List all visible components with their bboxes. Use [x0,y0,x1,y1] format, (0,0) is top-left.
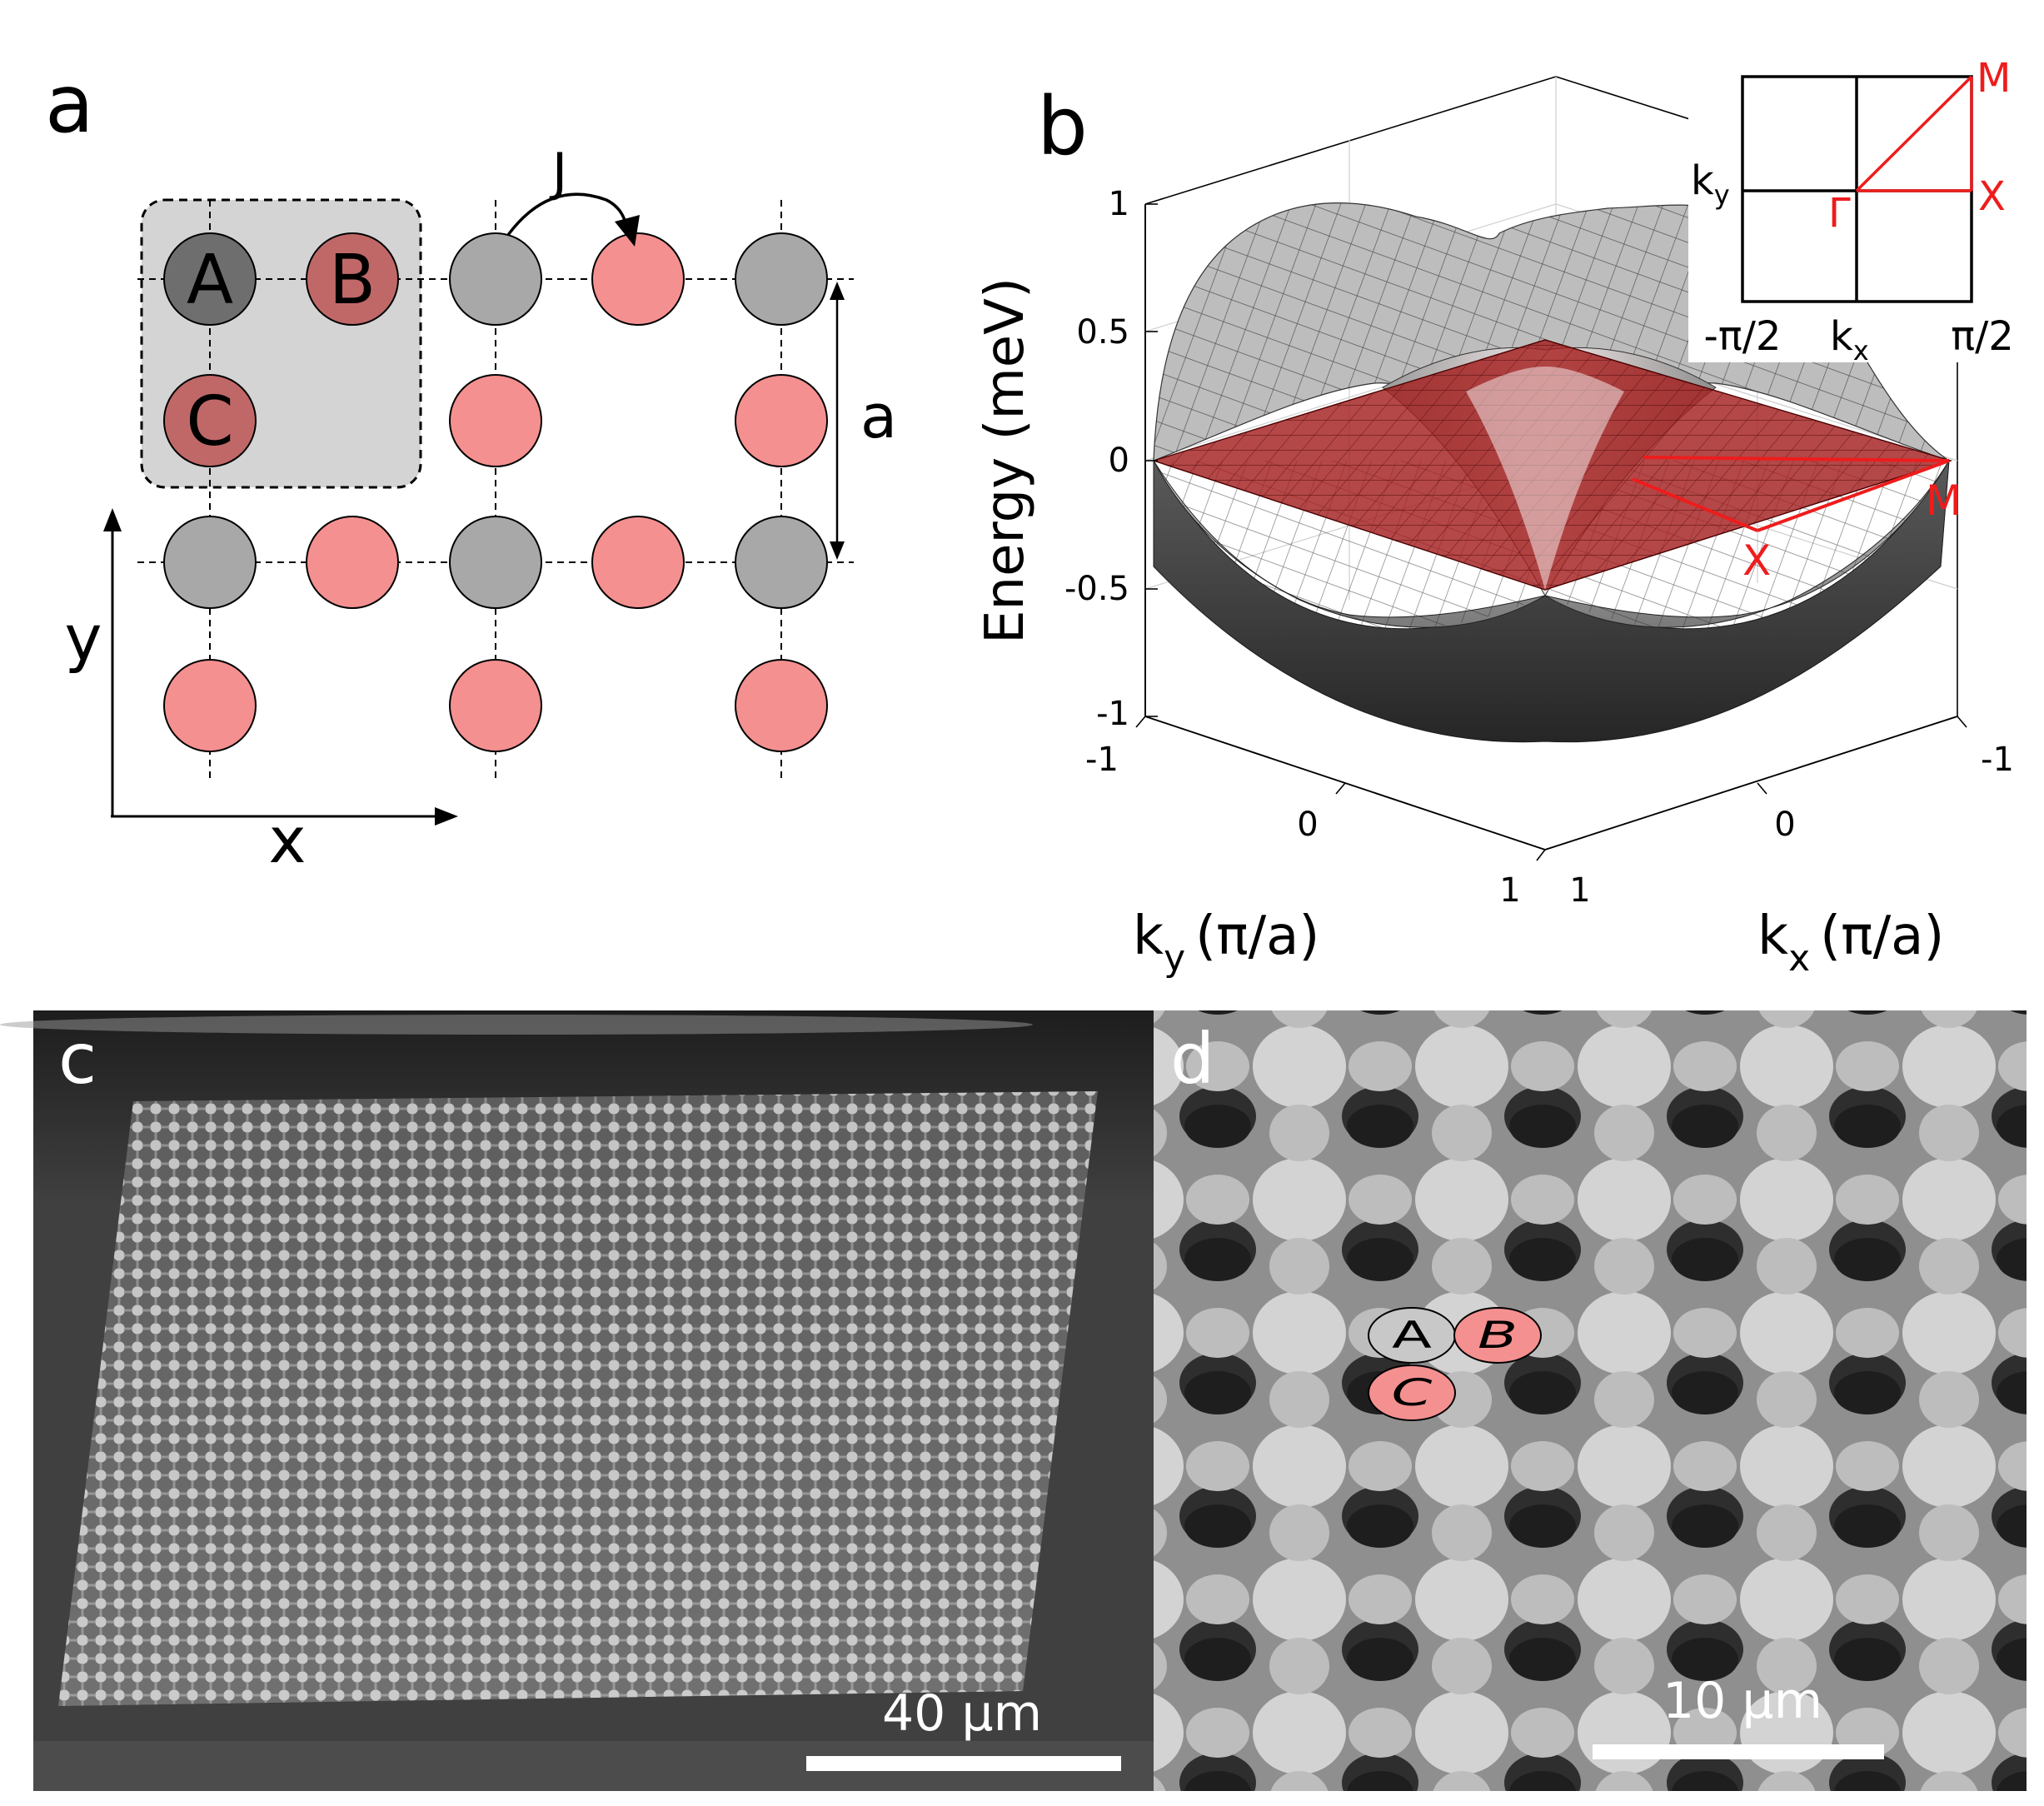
site-gray [163,516,257,609]
site-pink [306,516,399,609]
ky-tick-0: 0 [1297,806,1318,844]
ztick-minus-0-5: -0.5 [1064,570,1129,608]
kx-axis-label-unit: (π/a) [1820,905,1944,967]
site-pink [163,659,257,752]
scalebar-d [1593,1744,1884,1759]
site-gray [735,232,828,326]
ky-axis-label: ky (π/a) [1133,905,1319,980]
hopping-arrow [506,192,628,237]
ztick-minus-1: -1 [1096,695,1129,733]
axis-y-label: y [65,601,102,675]
point-x-label: X [1742,536,1771,585]
site-b-label: B [329,241,376,320]
inset-tick-left: -π/2 [1704,313,1782,360]
inset-point-x: X [1978,173,2006,220]
high-symmetry-path [1632,456,1950,532]
site-pink [449,374,542,467]
site-pink [591,516,685,609]
inset-point-gamma: Γ [1828,190,1851,237]
site-b-pink [306,232,399,326]
kx-tick-0: 0 [1774,806,1795,844]
site-a-gray [163,232,257,326]
hopping-label: J [549,142,567,202]
site-gray [449,232,542,326]
ky-axis-label-sub: y [1164,937,1185,980]
kx-tick-1: 1 [1569,871,1590,910]
site-c-pink [163,374,257,467]
inset-point-m: M [1977,55,2011,102]
axis-x-label: x [269,803,307,877]
lattice-constant-label: a [860,382,897,452]
site-gray [449,516,542,609]
inset-ky-label: ky [1691,157,1730,211]
inset-kx-sub: x [1853,335,1869,367]
panel-c-label: c [58,1018,97,1100]
hopping-arrow-head [615,215,640,247]
kx-axis-label-k: k [1757,905,1788,967]
site-pink [735,374,828,467]
site-c-label: C [186,382,233,461]
panel-a-label: a [45,57,94,151]
panel-a-lattice-diagram: a [45,57,897,877]
site-pink [735,659,828,752]
inset-ky-k: k [1691,157,1714,204]
sem-site-b [1453,1307,1542,1364]
ztick-1: 1 [1109,185,1129,223]
kx-axis-label-sub: x [1788,937,1810,980]
panel-b-label: b [1037,80,1088,173]
panel-d-label: d [1170,1018,1214,1100]
scalebar-c [806,1756,1121,1771]
sem-site-c-label: C [1392,1370,1433,1414]
ky-axis-label-k: k [1133,905,1164,967]
kx-tick-minus-1: -1 [1981,741,2014,779]
panel-b-band-structure: b [975,55,2044,980]
sem-site-a-label: A [1392,1313,1432,1357]
scalebar-d-label: 10 µm [1663,1672,1822,1730]
inset-kx-label: kx [1830,313,1869,367]
site-a-label: A [187,241,233,320]
kx-axis-label: kx (π/a) [1757,905,1944,980]
site-pink [449,659,542,752]
ky-axis-label-unit: (π/a) [1195,905,1319,967]
brillouin-zone-inset: ky kx -π/2 π/2 M X Γ [1688,55,2044,367]
ky-tick-1: 1 [1499,871,1520,910]
inset-ky-sub: y [1714,179,1730,211]
inset-tick-right: π/2 [1951,313,2014,360]
ztick-0: 0 [1109,442,1129,480]
panel-c-sem-image: c 40 µm [0,1010,1154,1791]
lattice-sites [163,232,828,752]
ky-tick-minus-1: -1 [1085,741,1119,779]
scalebar-c-label: 40 µm [882,1684,1042,1743]
inset-kx-k: k [1830,313,1853,360]
site-gray [735,516,828,609]
z-axis-label: Energy (meV) [975,277,1036,644]
dirac-cone-front [1466,367,1624,590]
ztick-0-5: 0.5 [1076,313,1129,352]
sem-site-b-label: B [1478,1313,1518,1357]
site-pink [591,232,685,326]
point-m-label: M [1926,476,1962,525]
z-ticks [1145,203,1158,717]
sem-site-c [1368,1364,1456,1421]
panel-d-sem-zoom: d A B C 10 µm [1154,1010,2027,1791]
